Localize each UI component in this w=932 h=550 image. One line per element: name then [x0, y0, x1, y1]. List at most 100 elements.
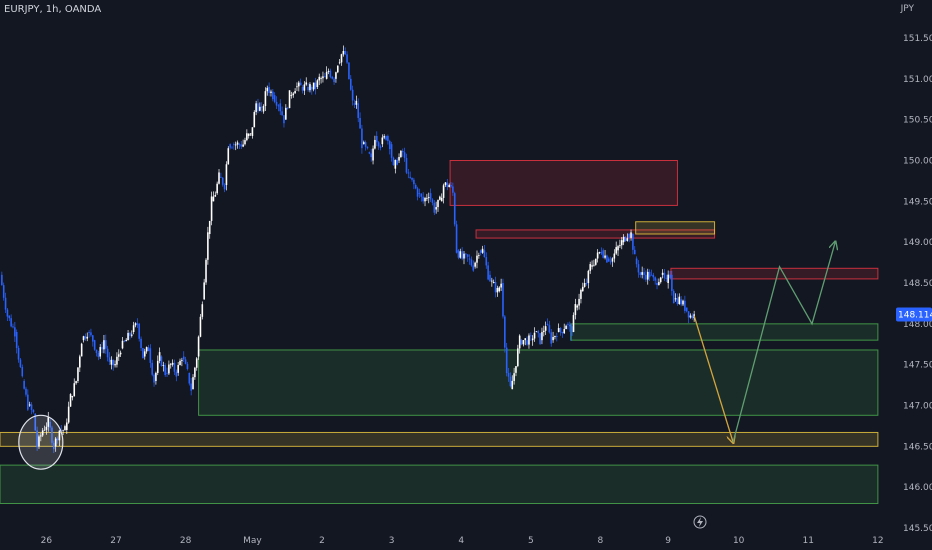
price-axis[interactable]: 151.500 151.000 150.500 150.000 149.500 149.0… — [903, 34, 932, 534]
candle-body — [110, 359, 113, 365]
candle-body — [324, 76, 326, 78]
candle-body — [659, 277, 662, 283]
candle-body — [298, 82, 300, 87]
swing-low-circle[interactable] — [18, 414, 64, 470]
time-tick-label: 10 — [733, 536, 745, 546]
candle-body — [32, 409, 35, 413]
candle-body — [646, 271, 649, 280]
bullish-projection-arrow[interactable] — [732, 242, 835, 443]
candle-body — [12, 326, 14, 328]
candle-body — [528, 335, 530, 345]
candle-body — [294, 90, 296, 94]
candle-body — [615, 247, 617, 254]
candle-body — [314, 82, 317, 89]
candle-body — [28, 404, 31, 406]
candle-body — [632, 234, 634, 250]
price-tick-label: 147.500 — [903, 361, 932, 371]
candle-body — [86, 336, 89, 339]
candle-body — [639, 272, 642, 275]
candle-body — [500, 283, 502, 288]
candle-body — [203, 282, 205, 300]
candle-body — [645, 274, 647, 280]
candle-body — [507, 372, 510, 377]
candle-body — [622, 236, 625, 243]
candle-body — [262, 105, 265, 112]
currency-label: JPY — [900, 4, 914, 14]
candle-body — [543, 330, 545, 333]
supply-zone-yellow-top[interactable] — [635, 221, 716, 235]
candle-body — [318, 76, 321, 81]
candle-body — [370, 153, 372, 158]
candle-body — [6, 309, 9, 317]
candle-body — [671, 274, 673, 291]
candle-body — [552, 336, 554, 341]
candle-body — [231, 147, 233, 149]
candle-body — [17, 347, 20, 360]
bearish-projection-arrow[interactable] — [693, 315, 733, 443]
candle-body — [611, 258, 614, 262]
demand-zone-bottom[interactable] — [0, 464, 879, 505]
candle-body — [171, 362, 174, 365]
price-tick-label: 145.500 — [903, 524, 932, 534]
annotations-layer — [18, 242, 835, 470]
candle-body — [362, 142, 365, 145]
candle-body — [509, 376, 512, 387]
candle-body — [199, 316, 202, 337]
candle-body — [169, 363, 172, 365]
candle-body — [576, 305, 579, 308]
candle-body — [457, 250, 460, 258]
candle-body — [379, 146, 382, 148]
candle-body — [322, 76, 324, 79]
candle-body — [470, 259, 473, 266]
demand-zone-small[interactable] — [570, 323, 879, 341]
time-axis[interactable]: 26 27 28 May 2 3 4 5 8 9 10 11 12 — [41, 536, 884, 546]
candle-body — [440, 197, 443, 202]
key-level-yellow[interactable] — [0, 431, 879, 447]
candle-body — [413, 179, 415, 185]
flash-icon[interactable] — [693, 515, 707, 529]
candle-body — [685, 307, 688, 312]
candle-body — [21, 367, 24, 377]
demand-zone-large[interactable] — [198, 349, 879, 416]
candle-body — [58, 430, 61, 441]
candle-body — [366, 146, 369, 149]
candle-body — [346, 54, 348, 63]
candle-body — [684, 300, 686, 311]
candle-body — [177, 365, 179, 373]
candle-body — [663, 272, 666, 278]
candle-body — [374, 139, 376, 149]
candle-body — [41, 430, 44, 436]
price-tick-label: 149.000 — [903, 238, 932, 248]
candle-body — [661, 272, 664, 275]
candle-body — [643, 272, 645, 276]
candle-body — [286, 107, 289, 109]
candle-body — [40, 435, 42, 437]
candle-body — [654, 277, 656, 281]
candle-body — [66, 422, 68, 430]
candle-body — [290, 95, 293, 96]
candle-body — [598, 252, 601, 253]
candle-body — [424, 197, 426, 202]
candle-body — [145, 347, 148, 352]
candle-body — [342, 50, 345, 55]
candle-body — [403, 152, 406, 158]
candle-body — [349, 78, 352, 90]
candle-body — [236, 142, 239, 145]
candle-body — [353, 103, 356, 105]
supply-zone-right[interactable] — [670, 267, 879, 280]
candle-body — [567, 323, 569, 325]
price-tag-bg — [896, 307, 932, 322]
candle-body — [609, 261, 612, 263]
candle-body — [292, 93, 295, 96]
candle-body — [600, 252, 603, 254]
candle-body — [283, 115, 285, 124]
candle-body — [140, 338, 142, 349]
candle-body — [281, 111, 283, 116]
candle-body — [90, 332, 92, 336]
candle-body — [364, 142, 367, 147]
candle-body — [522, 340, 525, 345]
price-tick-label: 147.000 — [903, 402, 932, 412]
candle-body — [487, 265, 489, 280]
supply-zone-upper[interactable] — [449, 160, 678, 206]
